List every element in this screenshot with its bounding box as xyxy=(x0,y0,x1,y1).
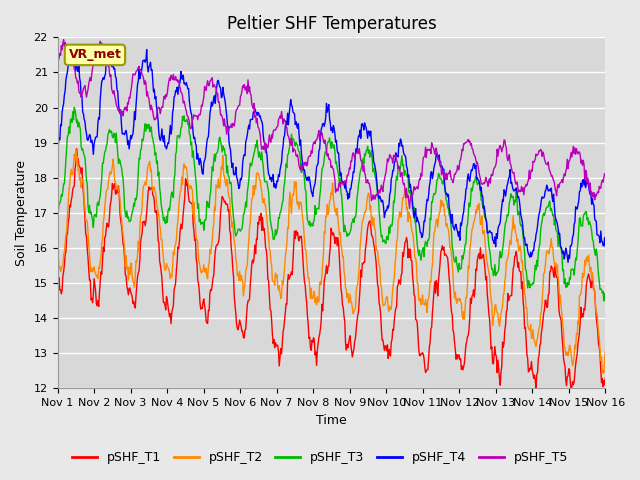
pSHF_T2 xyxy=(602,348,609,353)
pSHF_T4 xyxy=(143,47,150,52)
pSHF_T3 xyxy=(415,252,422,258)
pSHF_T2 xyxy=(54,251,61,257)
pSHF_T4 xyxy=(564,260,572,265)
Legend: pSHF_T1, pSHF_T2, pSHF_T3, pSHF_T4, pSHF_T5: pSHF_T1, pSHF_T2, pSHF_T3, pSHF_T4, pSHF… xyxy=(67,446,573,469)
pSHF_T5 xyxy=(415,176,423,182)
Y-axis label: Soil Temperature: Soil Temperature xyxy=(15,160,28,266)
pSHF_T4 xyxy=(399,143,406,148)
pSHF_T3 xyxy=(399,163,406,168)
pSHF_T1 xyxy=(63,231,71,237)
pSHF_T5 xyxy=(399,179,406,184)
pSHF_T2 xyxy=(72,147,79,153)
pSHF_T4 xyxy=(177,78,184,84)
pSHF_T5 xyxy=(602,172,609,178)
pSHF_T2 xyxy=(205,261,213,266)
pSHF_T1 xyxy=(415,346,422,351)
pSHF_T2 xyxy=(399,195,406,201)
Text: VR_met: VR_met xyxy=(68,48,122,61)
pSHF_T4 xyxy=(63,69,71,74)
pSHF_T5 xyxy=(65,52,72,58)
pSHF_T4 xyxy=(120,131,127,137)
pSHF_T1 xyxy=(54,277,61,283)
pSHF_T3 xyxy=(600,298,608,304)
pSHF_T3 xyxy=(63,133,71,139)
pSHF_T2 xyxy=(177,189,184,194)
pSHF_T5 xyxy=(121,105,129,110)
pSHF_T1 xyxy=(399,250,406,255)
Title: Peltier SHF Temperatures: Peltier SHF Temperatures xyxy=(227,15,436,33)
Line: pSHF_T2: pSHF_T2 xyxy=(58,150,605,373)
pSHF_T5 xyxy=(177,85,184,91)
pSHF_T2 xyxy=(415,297,422,302)
pSHF_T2 xyxy=(598,371,606,376)
Line: pSHF_T3: pSHF_T3 xyxy=(58,108,605,301)
pSHF_T1 xyxy=(602,375,609,381)
pSHF_T4 xyxy=(205,123,213,129)
pSHF_T4 xyxy=(415,219,422,225)
pSHF_T4 xyxy=(54,148,61,154)
pSHF_T3 xyxy=(177,132,184,138)
X-axis label: Time: Time xyxy=(316,414,347,427)
pSHF_T3 xyxy=(54,210,61,216)
pSHF_T2 xyxy=(63,212,71,218)
Line: pSHF_T1: pSHF_T1 xyxy=(58,149,605,388)
pSHF_T3 xyxy=(602,292,609,298)
pSHF_T1 xyxy=(121,256,129,262)
pSHF_T1 xyxy=(177,227,184,233)
pSHF_T4 xyxy=(602,244,609,250)
pSHF_T5 xyxy=(54,63,61,69)
pSHF_T3 xyxy=(121,205,129,211)
pSHF_T5 xyxy=(60,37,67,43)
pSHF_T2 xyxy=(121,244,129,250)
Line: pSHF_T5: pSHF_T5 xyxy=(58,40,605,208)
pSHF_T5 xyxy=(205,83,213,89)
pSHF_T1 xyxy=(532,385,540,391)
pSHF_T5 xyxy=(406,205,413,211)
pSHF_T1 xyxy=(73,146,81,152)
pSHF_T3 xyxy=(70,105,78,110)
pSHF_T3 xyxy=(205,204,213,210)
pSHF_T1 xyxy=(205,308,213,313)
Line: pSHF_T4: pSHF_T4 xyxy=(58,49,605,263)
